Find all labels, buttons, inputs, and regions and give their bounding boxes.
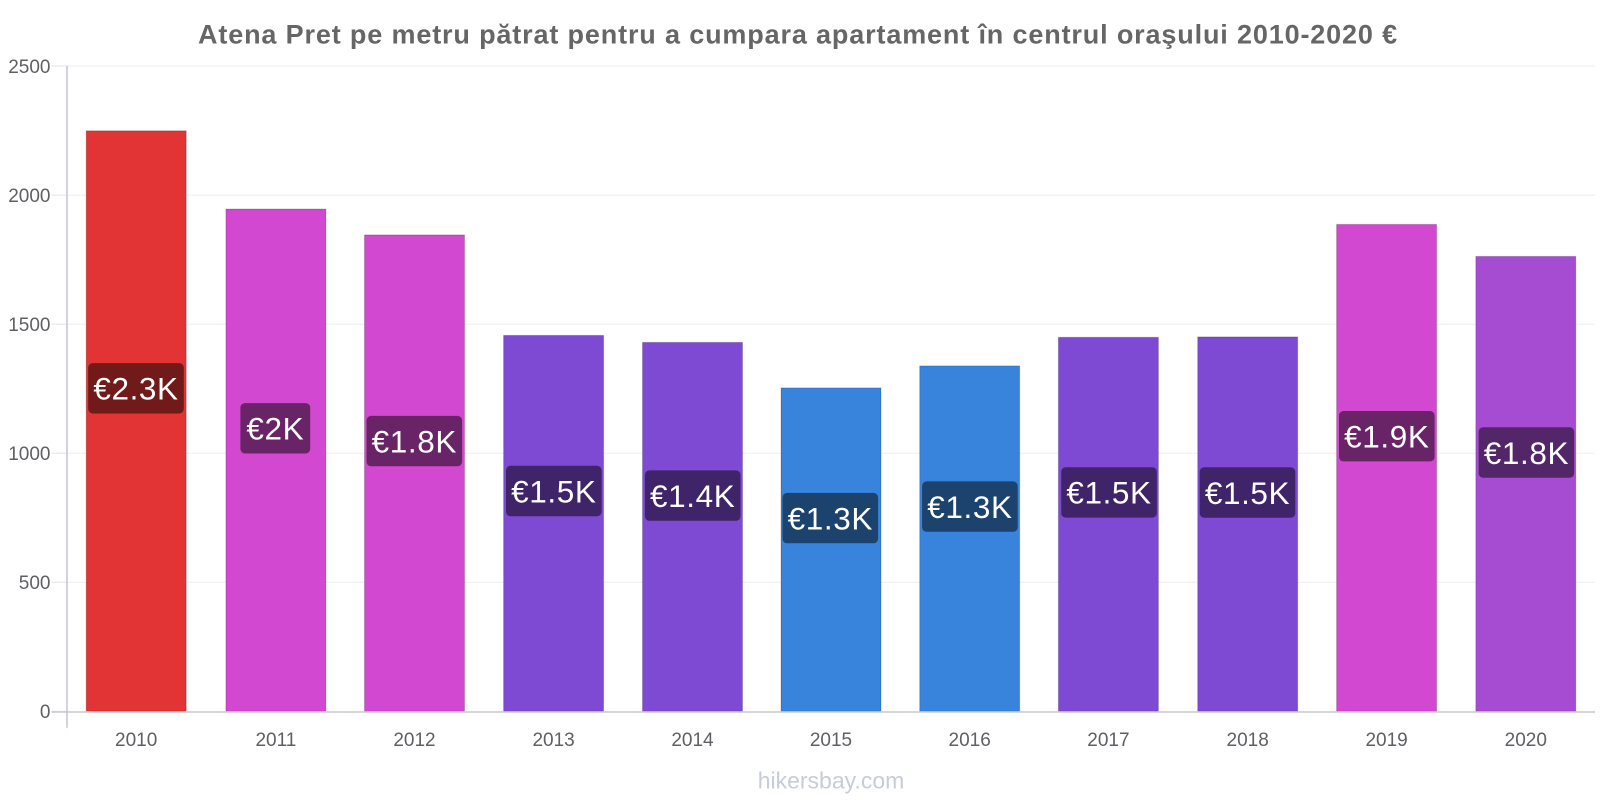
svg-text:2017: 2017 bbox=[1087, 730, 1129, 751]
svg-text:2015: 2015 bbox=[810, 730, 852, 751]
svg-text:€1.8K: €1.8K bbox=[372, 423, 457, 459]
svg-text:2019: 2019 bbox=[1365, 730, 1407, 751]
svg-text:€1.4K: €1.4K bbox=[650, 478, 735, 514]
svg-text:€1.5K: €1.5K bbox=[511, 473, 596, 509]
svg-text:2012: 2012 bbox=[393, 730, 435, 751]
svg-text:2011: 2011 bbox=[255, 730, 296, 751]
svg-text:2000: 2000 bbox=[8, 186, 50, 207]
svg-text:1500: 1500 bbox=[8, 315, 50, 336]
svg-text:€1.5K: €1.5K bbox=[1205, 475, 1290, 511]
svg-text:2018: 2018 bbox=[1227, 730, 1269, 751]
svg-text:€2K: €2K bbox=[246, 411, 304, 447]
svg-text:€1.5K: €1.5K bbox=[1066, 475, 1151, 511]
svg-text:€2.3K: €2.3K bbox=[93, 371, 178, 407]
svg-text:2013: 2013 bbox=[532, 730, 574, 751]
svg-text:2500: 2500 bbox=[8, 57, 50, 78]
svg-text:€1.8K: €1.8K bbox=[1484, 435, 1569, 471]
svg-text:€1.3K: €1.3K bbox=[788, 500, 873, 536]
svg-text:Atena Pret pe metru pătrat pen: Atena Pret pe metru pătrat pentru a cump… bbox=[198, 20, 1398, 50]
svg-text:2010: 2010 bbox=[115, 730, 157, 751]
svg-text:500: 500 bbox=[19, 573, 51, 594]
svg-text:1000: 1000 bbox=[8, 444, 50, 465]
svg-text:hikersbay.com: hikersbay.com bbox=[758, 768, 905, 794]
svg-text:€1.3K: €1.3K bbox=[927, 489, 1012, 525]
svg-text:2016: 2016 bbox=[949, 730, 991, 751]
svg-text:2014: 2014 bbox=[671, 730, 714, 751]
svg-text:€1.9K: €1.9K bbox=[1344, 419, 1429, 455]
svg-text:0: 0 bbox=[40, 702, 51, 723]
svg-text:2020: 2020 bbox=[1505, 730, 1547, 751]
